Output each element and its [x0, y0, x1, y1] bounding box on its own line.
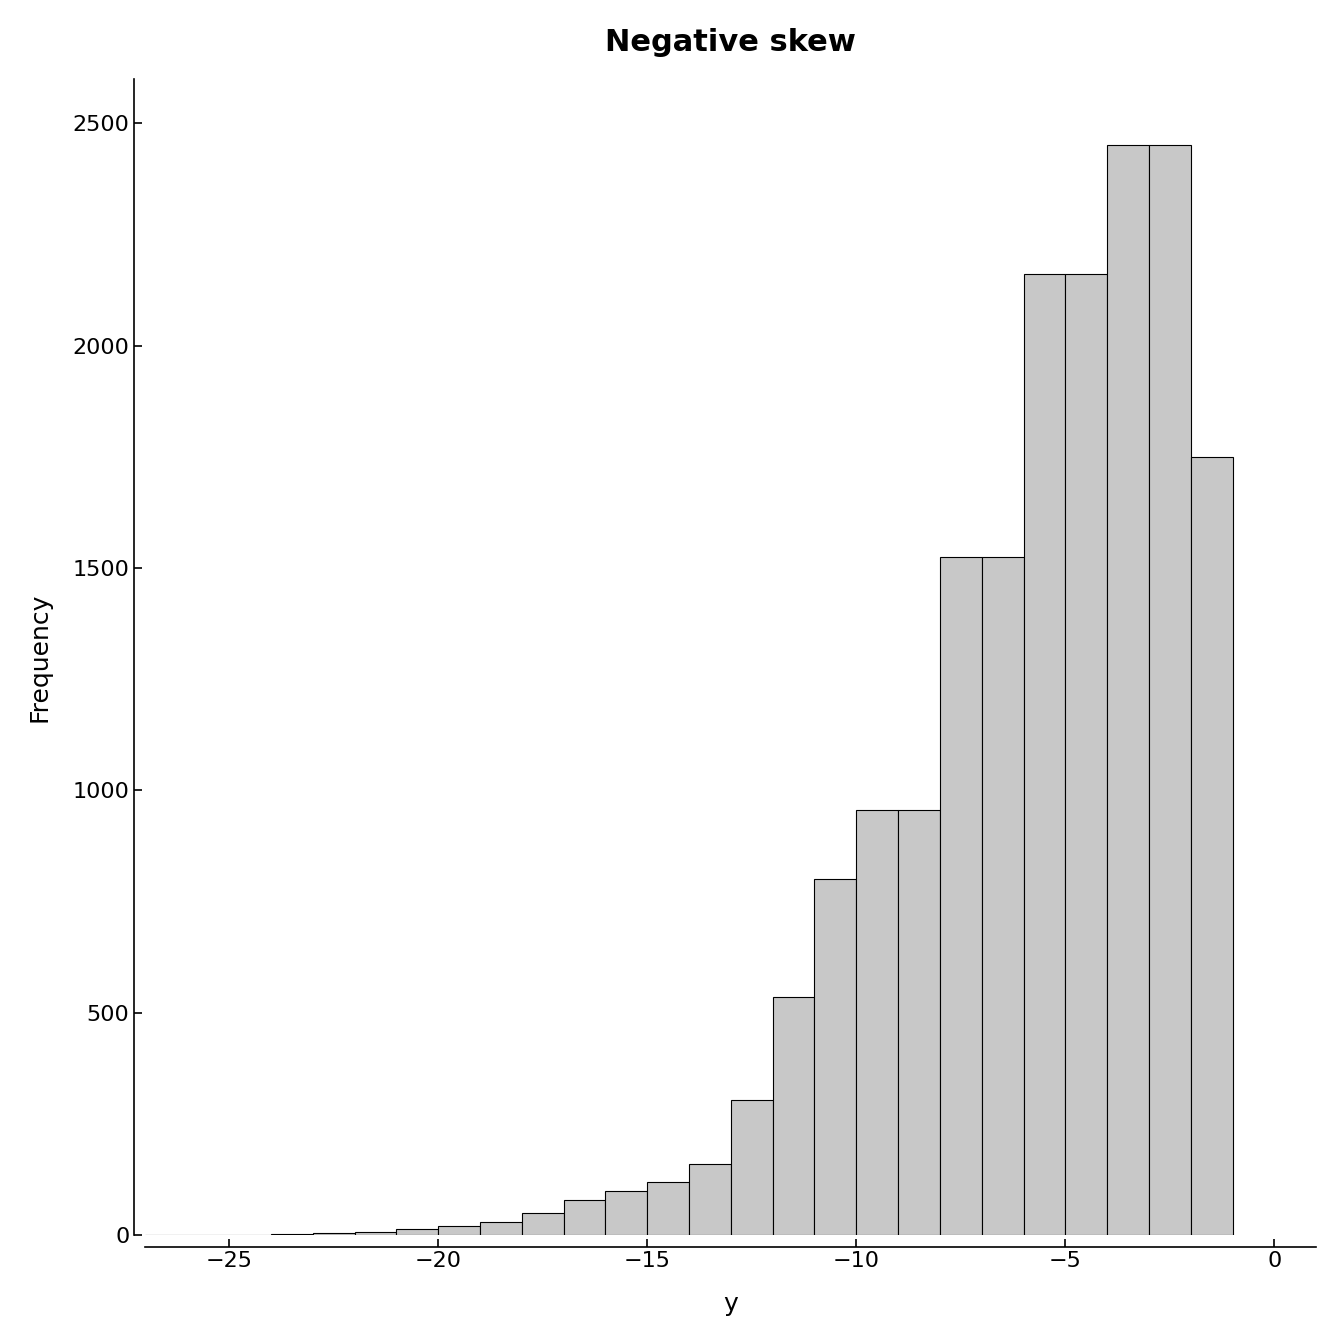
Bar [1024, 274, 1066, 1235]
Bar [773, 997, 814, 1235]
Bar [814, 879, 856, 1235]
Bar [355, 1232, 396, 1235]
Bar [1149, 145, 1191, 1235]
Bar [563, 1200, 605, 1235]
Bar [856, 810, 898, 1235]
Bar [1107, 145, 1149, 1235]
Bar [605, 1191, 648, 1235]
Bar [1066, 274, 1107, 1235]
Bar [689, 1164, 731, 1235]
Bar [731, 1099, 773, 1235]
Title: Negative skew: Negative skew [605, 28, 856, 56]
Bar [438, 1226, 480, 1235]
Bar [480, 1222, 521, 1235]
Bar [521, 1214, 563, 1235]
Y-axis label: Frequency: Frequency [28, 593, 52, 722]
Bar [313, 1234, 355, 1235]
Bar [898, 810, 939, 1235]
Bar [981, 556, 1024, 1235]
Bar [1191, 457, 1232, 1235]
X-axis label: y: y [723, 1292, 738, 1316]
Bar [939, 556, 981, 1235]
Bar [396, 1228, 438, 1235]
Bar [648, 1181, 689, 1235]
